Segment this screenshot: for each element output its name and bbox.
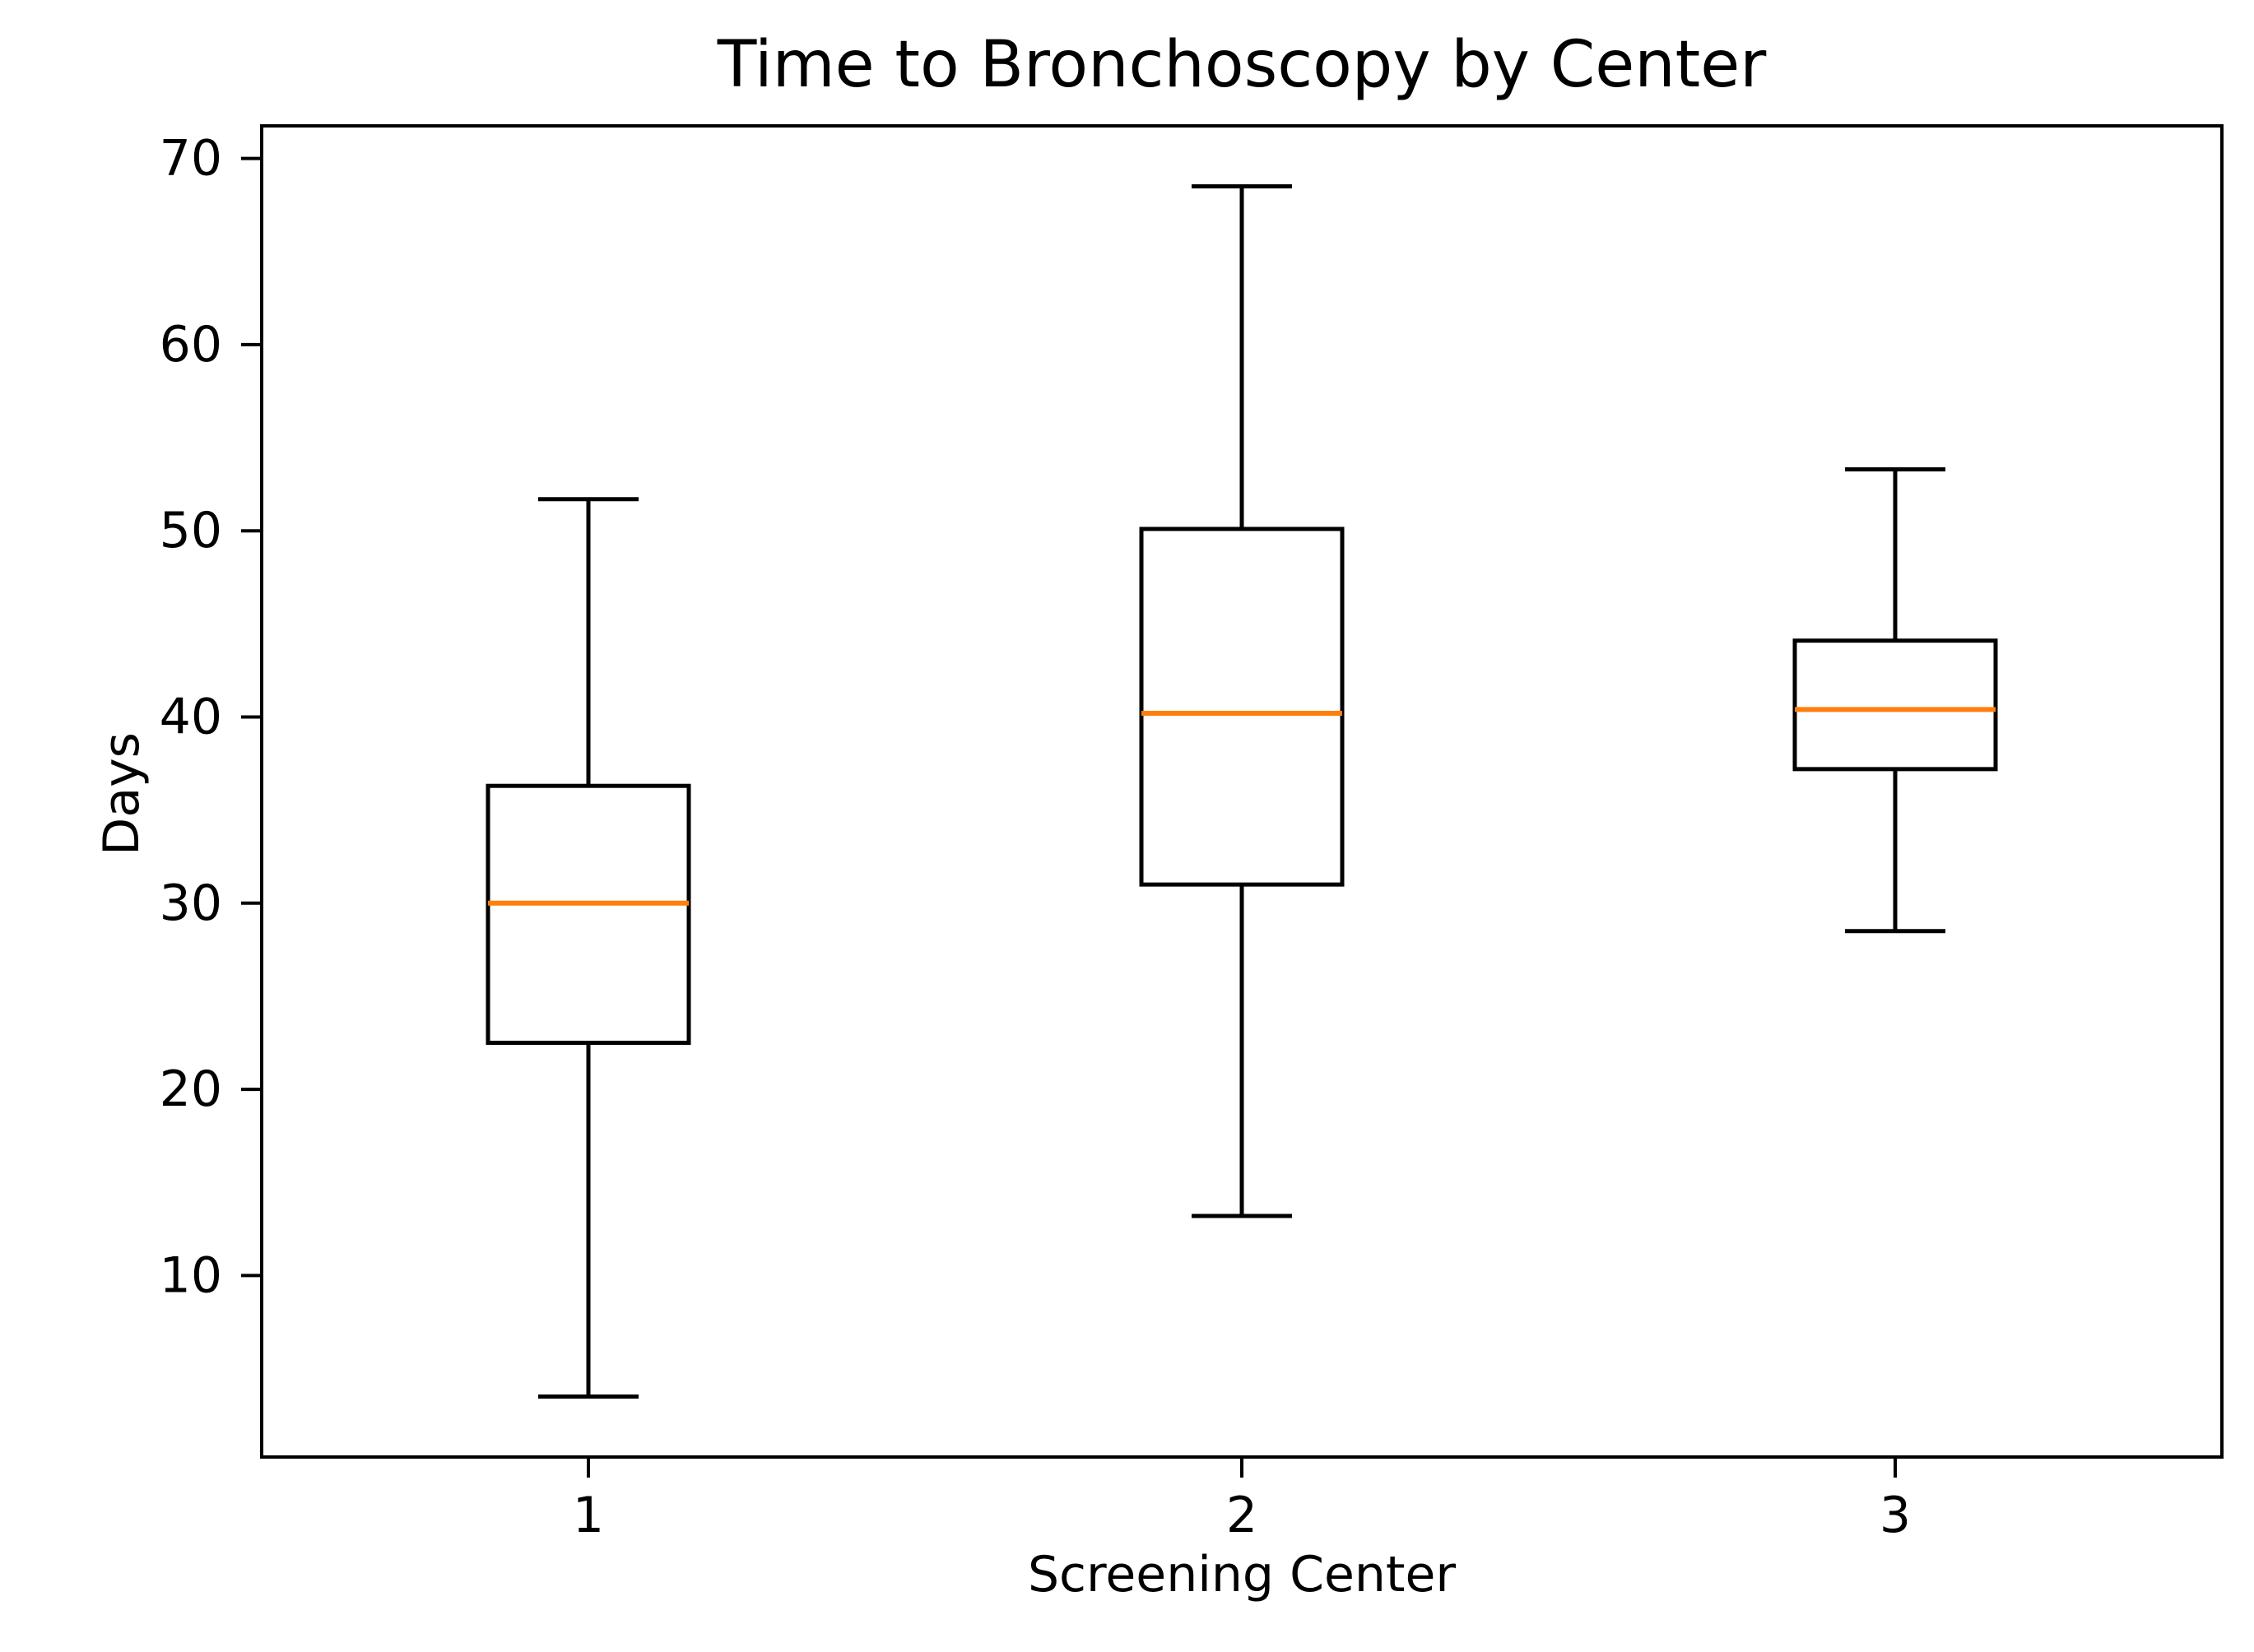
y-tick-label-40: 40 xyxy=(160,688,222,745)
plot-frame xyxy=(260,124,2224,1459)
y-tick-label-30: 30 xyxy=(160,875,222,932)
x-tick-label-3: 3 xyxy=(1880,1487,1911,1544)
y-tick-label-10: 10 xyxy=(160,1246,222,1304)
box-iqr-3 xyxy=(1792,638,1998,772)
x-axis-label: Screening Center xyxy=(1027,1546,1457,1603)
y-tick-label-20: 20 xyxy=(160,1060,222,1118)
y-tick-label-60: 60 xyxy=(160,316,222,374)
x-tick-label-2: 2 xyxy=(1226,1487,1257,1544)
box-iqr-2 xyxy=(1139,527,1345,887)
y-tick-label-50: 50 xyxy=(160,502,222,559)
y-tick-label-70: 70 xyxy=(160,130,222,188)
y-axis-label: Days xyxy=(93,732,151,856)
x-tick-label-1: 1 xyxy=(573,1487,604,1544)
chart-title: Time to Bronchoscopy by Center xyxy=(717,28,1767,102)
box-iqr-1 xyxy=(486,783,691,1045)
